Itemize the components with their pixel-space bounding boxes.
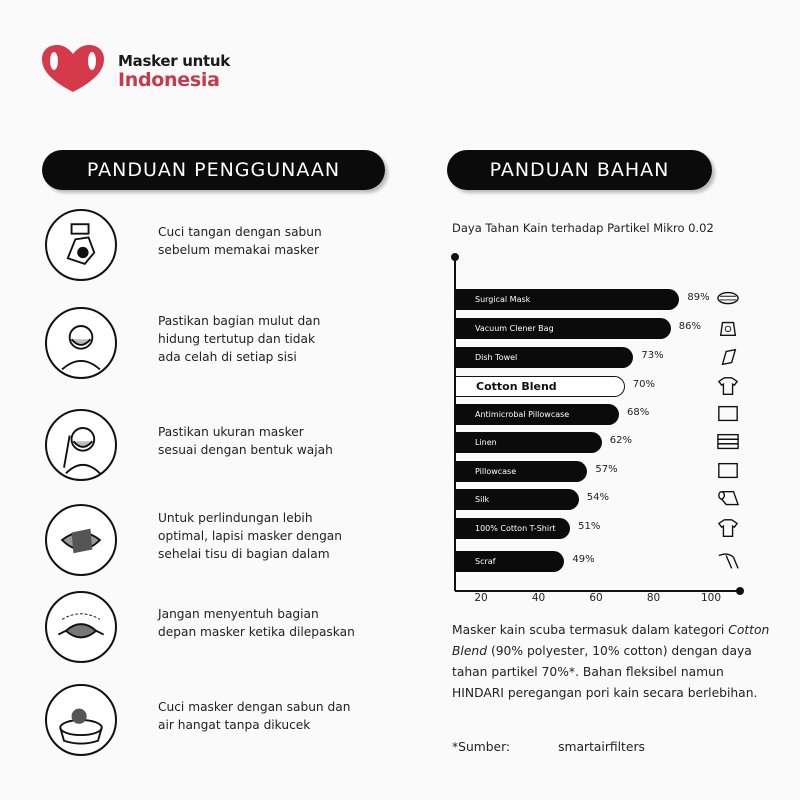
bar-label: Antimicrobal Pillowcase: [475, 410, 570, 419]
mask-wash-basin-icon: [45, 684, 117, 756]
bar-antimicrobal-pillowcase: Antimicrobal Pillowcase: [455, 404, 619, 425]
bar-surgical-mask: Surgical Mask: [455, 289, 680, 310]
bar-label: Vacuum Clener Bag: [475, 324, 554, 333]
step-text: Cuci tangan dengan sabun sebelum memakai …: [158, 223, 398, 259]
pillowcase-icon: [714, 460, 742, 482]
y-axis-end-dot: [451, 253, 459, 261]
step-text: Untuk perlindungan lebih optimal, lapisi …: [158, 509, 398, 563]
bar-scraf: Scraf: [455, 551, 565, 572]
step-text-line: hidung tertutup dan tidak: [158, 332, 316, 346]
value-label: 62%: [609, 435, 632, 446]
mask-remove-icon: [45, 591, 117, 663]
t-shirt-icon: [714, 375, 742, 397]
material-description: Masker kain scuba termasuk dalam kategor…: [452, 620, 772, 704]
bar-dish-towel: Dish Towel: [455, 347, 634, 368]
bar-label: Linen: [475, 438, 497, 447]
value-label: 54%: [586, 492, 609, 503]
step-text: Pastikan bagian mulut dan hidung tertutup…: [158, 312, 398, 366]
chart-title: Daya Tahan Kain terhadap Partikel Mikro …: [452, 221, 714, 235]
value-label: 70%: [632, 379, 655, 390]
x-tick-label: 40: [531, 592, 546, 604]
step-text-line: sebelum memakai masker: [158, 243, 320, 257]
pillowcase-icon: [714, 403, 742, 425]
x-tick-label: 80: [646, 592, 661, 604]
value-label: 68%: [627, 407, 650, 418]
heart-mask-logo-icon: [42, 45, 104, 92]
linen-stack-icon: [714, 431, 742, 453]
x-tick-label: 100: [700, 592, 722, 604]
bar-100-cotton-t-shirt: 100% Cotton T-Shirt: [455, 518, 571, 539]
bar-label: Cotton Blend: [476, 380, 557, 393]
bar-pillowcase: Pillowcase: [455, 461, 588, 482]
step-text-line: air hangat tanpa dikucek: [158, 718, 311, 732]
bar-silk: Silk: [455, 489, 579, 510]
bar-cotton-blend: Cotton Blend: [455, 376, 625, 397]
source-note: *Sumber: smartairfilters: [452, 740, 645, 754]
description-text: Masker kain scuba termasuk dalam kategor…: [452, 623, 729, 637]
x-tick-label: 20: [474, 592, 488, 604]
t-shirt-icon: [714, 517, 742, 539]
step-text-line: ada celah di setiap sisi: [158, 350, 297, 364]
vacuum-bag-icon: [714, 317, 742, 339]
brand-line1: Masker untuk: [118, 52, 230, 70]
step-text-line: Cuci masker dengan sabun dan: [158, 700, 351, 714]
material-guide-header: PANDUAN BAHAN: [447, 150, 712, 190]
source-value: smartairfilters: [558, 740, 645, 754]
step-text-line: Pastikan ukuran masker: [158, 425, 304, 439]
step-text-line: optimal, lapisi masker dengan: [158, 529, 343, 543]
step-text-line: Untuk perlindungan lebih: [158, 511, 313, 525]
face-mask-cover-icon: [45, 307, 117, 379]
step-text-line: Jangan menyentuh bagian: [158, 607, 319, 621]
surgical-mask-icon: [714, 288, 742, 310]
value-label: 51%: [578, 521, 601, 532]
description-text-2: (90% polyester, 10% cotton) dengan daya …: [452, 644, 758, 700]
bar-label: Surgical Mask: [475, 295, 531, 304]
source-label: *Sumber:: [452, 740, 511, 754]
bar-label: 100% Cotton T-Shirt: [475, 524, 556, 533]
dish-towel-icon: [714, 346, 742, 368]
mask-tissue-icon: [45, 504, 117, 576]
step-text-line: Cuci tangan dengan sabun: [158, 225, 322, 239]
step-text-line: depan masker ketika dilepaskan: [158, 625, 355, 639]
step-text: Cuci masker dengan sabun dan air hangat t…: [158, 698, 398, 734]
hand-wash-icon: [45, 209, 117, 281]
x-tick-label: 60: [589, 592, 603, 604]
bar-label: Silk: [475, 495, 490, 504]
bar-label: Dish Towel: [475, 353, 518, 362]
bar-label: Scraf: [475, 557, 496, 566]
brand-line2: Indonesia: [118, 69, 220, 91]
usage-guide-header: PANDUAN PENGGUNAAN: [42, 150, 385, 190]
scarf-icon: [714, 550, 742, 572]
brand-name: Masker untuk Indonesia: [118, 52, 230, 90]
value-label: 89%: [687, 292, 710, 303]
bar-linen: Linen: [455, 432, 602, 453]
step-text: Pastikan ukuran masker sesuai dengan bent…: [158, 423, 398, 459]
description-italic: Cotton Blend: [452, 623, 770, 658]
step-text-line: Pastikan bagian mulut dan: [158, 314, 321, 328]
step-text: Jangan menyentuh bagian depan masker keti…: [158, 605, 398, 641]
bar-vacuum-clener-bag: Vacuum Clener Bag: [455, 318, 671, 339]
value-label: 49%: [572, 554, 595, 565]
step-text-line: sehelai tisu di bagian dalam: [158, 547, 330, 561]
bar-label: Pillowcase: [475, 467, 517, 476]
silk-roll-icon: [714, 488, 742, 510]
value-label: 57%: [595, 464, 618, 475]
value-label: 86%: [678, 321, 701, 332]
x-axis-end-dot: [736, 587, 744, 595]
value-label: 73%: [641, 350, 664, 361]
face-mask-fit-icon: [45, 409, 117, 481]
step-text-line: sesuai dengan bentuk wajah: [158, 443, 333, 457]
